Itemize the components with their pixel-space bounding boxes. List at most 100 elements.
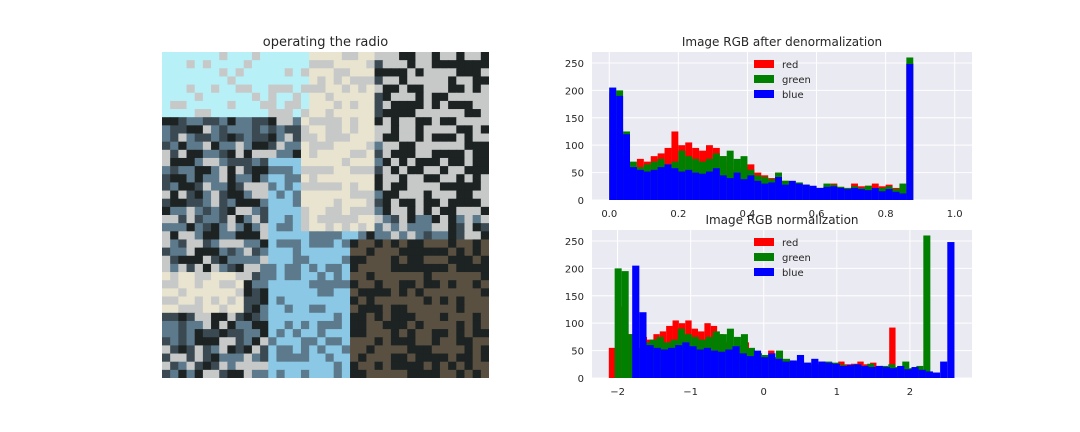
photo-pixel — [292, 174, 302, 183]
photo-pixel — [480, 68, 489, 77]
photo-pixel — [194, 288, 204, 297]
photo-pixel — [162, 182, 171, 192]
photo-pixel — [227, 133, 237, 143]
photo-pixel — [472, 320, 482, 330]
photo-pixel — [341, 125, 351, 134]
bar-blue — [732, 346, 740, 378]
photo-pixel — [292, 231, 302, 240]
photo-pixel — [439, 84, 449, 94]
photo-pixel — [162, 280, 171, 289]
photo-pixel — [251, 223, 261, 232]
photo-pixel — [439, 52, 449, 61]
photo-pixel — [162, 166, 171, 175]
photo-pixel — [162, 361, 171, 371]
photo-pixel — [464, 288, 474, 297]
photo-pixel — [399, 141, 408, 151]
photo-pixel — [276, 280, 286, 289]
photo-pixel — [251, 369, 261, 378]
photo-pixel — [366, 353, 376, 363]
photo-pixel — [219, 166, 228, 175]
photo-pixel — [300, 198, 310, 208]
photo-pixel — [480, 215, 489, 224]
photo-pixel — [423, 223, 433, 232]
x-tick-label: 1 — [834, 387, 840, 398]
photo-pixel — [333, 296, 343, 306]
photo-pixel — [366, 312, 376, 322]
photo-pixel — [227, 190, 237, 200]
bar-blue — [832, 363, 840, 378]
photo-pixel — [374, 157, 384, 167]
photo-pixel — [260, 198, 269, 208]
photo-pixel — [472, 361, 482, 371]
bar-blue — [689, 346, 697, 378]
photo-pixel — [292, 141, 302, 151]
bar-blue — [802, 184, 810, 200]
photo-pixel — [341, 247, 351, 257]
photo-pixel — [333, 345, 343, 355]
photo-pixel — [170, 280, 179, 289]
photo-pixel — [268, 272, 277, 281]
photo-pixel — [235, 361, 245, 371]
photo-pixel — [268, 353, 277, 363]
photo-pixel — [399, 223, 408, 232]
photo-pixel — [251, 272, 261, 281]
photo-pixel — [162, 92, 171, 102]
photo-pixel — [407, 109, 416, 118]
photo-pixel — [415, 329, 425, 338]
photo-pixel — [300, 60, 310, 69]
photo-pixel — [464, 247, 474, 257]
photo-pixel — [317, 320, 327, 330]
bar-blue — [796, 354, 805, 378]
photo-pixel — [366, 166, 376, 175]
photo-pixel — [325, 231, 335, 240]
photo-pixel — [300, 247, 310, 257]
photo-pixel — [194, 60, 204, 69]
photo-pixel — [333, 263, 343, 273]
photo-pixel — [341, 149, 351, 159]
photo-pixel — [284, 76, 294, 86]
photo-pixel — [423, 206, 433, 216]
photo-pixel — [292, 76, 302, 86]
photo-pixel — [243, 255, 253, 265]
photo-pixel — [202, 369, 212, 378]
photo-pixel — [325, 353, 335, 363]
photo-pixel — [415, 109, 425, 118]
photo-pixel — [309, 52, 318, 61]
photo-pixel — [260, 92, 269, 102]
photo-pixel — [178, 255, 188, 265]
photo-pixel — [284, 345, 294, 355]
photo-pixel — [358, 272, 367, 281]
y-tick-label: 250 — [565, 237, 584, 248]
photo-pixel — [202, 133, 212, 143]
photo-pixel — [431, 361, 441, 371]
photo-pixel — [194, 206, 204, 216]
photo-pixel — [186, 76, 196, 86]
photo-pixel — [227, 52, 237, 61]
photo-pixel — [415, 182, 425, 192]
photo-pixel — [431, 109, 441, 118]
photo-pixel — [350, 272, 359, 281]
x-tick-label: 0 — [761, 387, 767, 398]
photo-pixel — [194, 304, 204, 314]
photo-pixel — [235, 288, 245, 297]
photo-pixel — [456, 182, 465, 192]
photo-pixel — [268, 231, 277, 240]
photo-pixel — [178, 280, 188, 289]
photo-pixel — [415, 68, 425, 77]
photo-pixel — [178, 215, 188, 224]
photo-pixel — [300, 100, 310, 110]
photo-pixel — [407, 320, 416, 330]
photo-pixel — [300, 239, 310, 249]
photo-pixel — [202, 329, 212, 338]
photo-pixel — [333, 68, 343, 77]
photo-pixel — [407, 288, 416, 297]
photo-pixel — [202, 206, 212, 216]
photo-pixel — [186, 329, 196, 338]
bar-blue — [788, 180, 796, 200]
photo-pixel — [317, 84, 327, 94]
photo-pixel — [407, 272, 416, 281]
photo-pixel — [350, 68, 359, 77]
bar-blue — [837, 187, 845, 200]
photo-pixel — [350, 166, 359, 175]
